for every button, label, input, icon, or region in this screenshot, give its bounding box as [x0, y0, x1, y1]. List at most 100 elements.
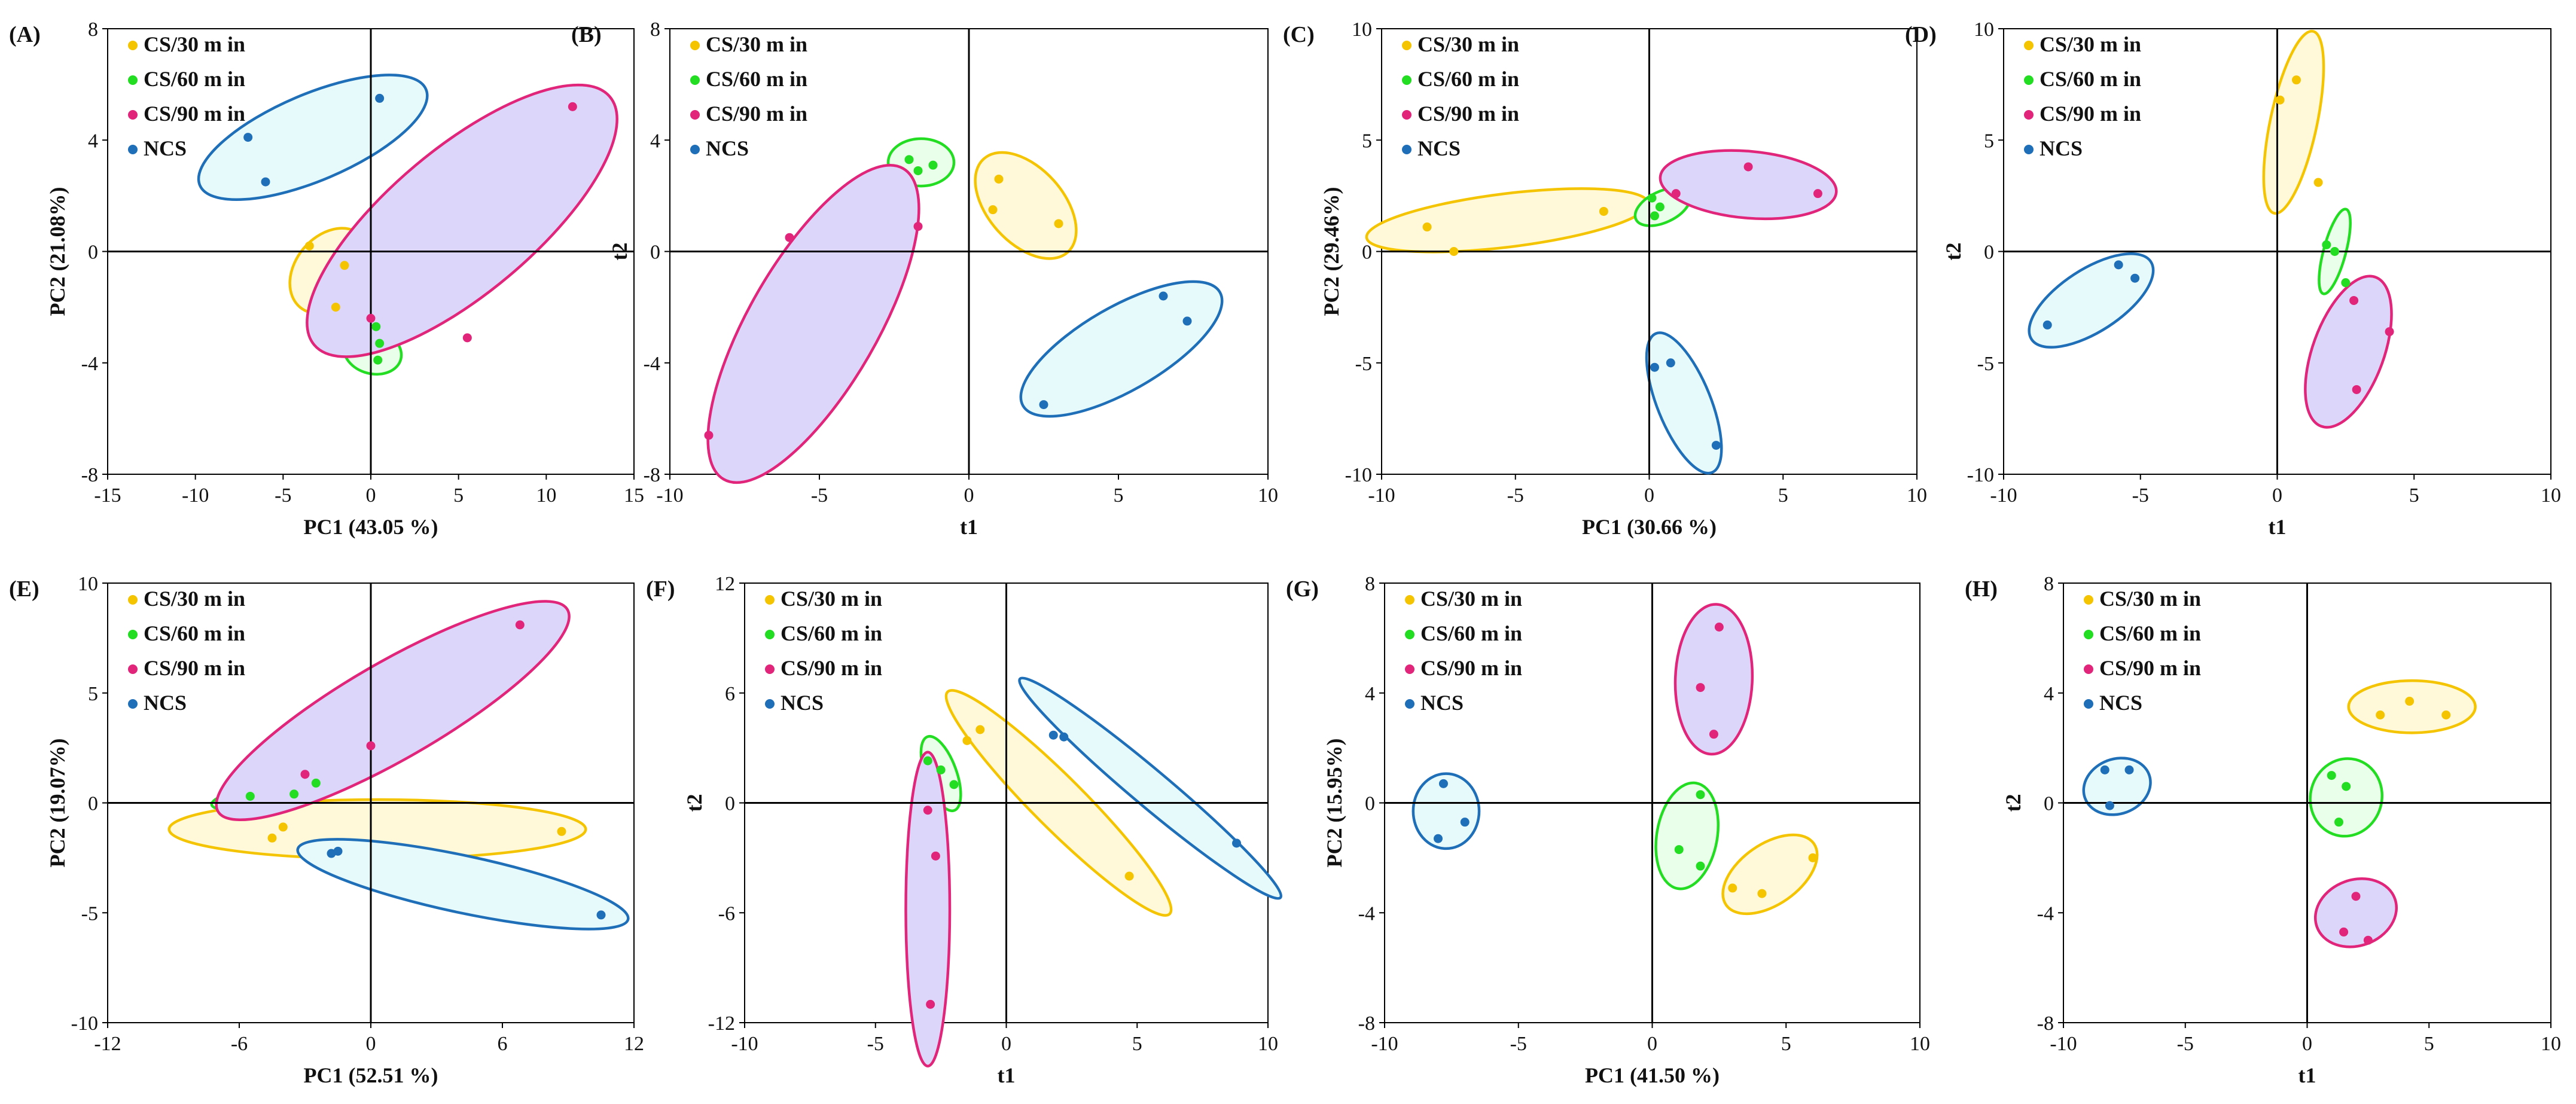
panel-f-point-s4-2 [1059, 732, 1069, 742]
panel-e-legend-label-2: CS/60 m in [144, 621, 245, 645]
panel-h-confidence-ellipse-1 [2347, 679, 2477, 734]
panel-d-legend-marker-3 [2024, 110, 2034, 120]
panel-c-y-tick-label: 0 [1362, 242, 1372, 264]
panel-g-legend-marker-2 [1405, 630, 1414, 639]
panel-a-confidence-ellipse-3 [306, 83, 618, 358]
panel-g-y-tick-label: -4 [1358, 902, 1375, 925]
panel-c-point-s3-1 [1671, 189, 1681, 199]
panel-e-legend-marker-3 [128, 664, 138, 674]
panel-a-x-tick-label: 10 [536, 484, 556, 507]
panel-e-point-s3-2 [366, 741, 376, 751]
panel-c-legend-label-4: NCS [1417, 136, 1461, 160]
panel-c-confidence-ellipse-4 [1645, 331, 1723, 475]
panel-b-legend-marker-2 [690, 75, 700, 85]
panel-c-point-s1-3 [1449, 247, 1459, 256]
panel-c-legend-label-3: CS/90 m in [1417, 102, 1519, 126]
panel-b-legend-marker-3 [690, 110, 700, 120]
panel-b-point-s3-1 [785, 233, 794, 242]
panel-c-x-tick-label: 0 [1644, 484, 1654, 507]
panel-b-point-s1-3 [1054, 219, 1063, 228]
panel-e-legend-marker-1 [128, 595, 138, 605]
panel-e-point-s4-2 [333, 846, 343, 856]
panel-e-x-axis-label: PC1 (52.51 %) [304, 1063, 438, 1087]
panel-g-legend-label-4: NCS [1420, 691, 1464, 715]
panel-d-x-tick-label: 10 [2541, 484, 2561, 507]
panel-a-x-tick-label: -15 [94, 484, 121, 507]
panel-f-legend-marker-4 [765, 699, 775, 709]
panel-f: -10 -5 0 5 10 12 6 0 -6 -12 t1 t2 (F) CS/30 m in CS/60… [646, 573, 1283, 1087]
panel-a-y-tick-label: 8 [88, 19, 98, 41]
panel-b-confidence-ellipse-4 [1019, 280, 1224, 418]
panel-h-confidence-ellipse-4 [2082, 757, 2152, 816]
panel-f-legend-marker-3 [765, 664, 775, 674]
panel-f-point-s1-1 [975, 725, 985, 734]
panel-b-legend-label-4: NCS [706, 136, 749, 160]
panel-a-point-s2-1 [371, 322, 381, 331]
panel-c-point-s4-3 [1711, 441, 1721, 450]
panel-b-point-s2-3 [928, 160, 938, 170]
panel-b-x-tick-label: 5 [1114, 484, 1124, 507]
panel-f-legend-label-1: CS/30 m in [781, 587, 882, 611]
panel-b-point-s2-2 [913, 166, 923, 175]
panel-g-legend-label-1: CS/30 m in [1420, 587, 1522, 611]
panel-b: -10 -5 0 5 10 8 4 0 -4 -8 t1 t2 (B) CS/30 m in CS/60 m… [571, 19, 1278, 539]
panel-e-y-tick-label: 0 [88, 793, 98, 815]
panel-c-y-tick-label: 5 [1362, 130, 1372, 152]
panel-e-x-tick-label: 6 [498, 1033, 508, 1055]
panel-h-point-s2-1 [2327, 771, 2336, 780]
panel-h-legend-marker-3 [2084, 664, 2093, 674]
panel-e-point-s4-3 [596, 910, 606, 920]
panel-c-point-s1-1 [1422, 222, 1432, 232]
panel-d-point-s2-1 [2322, 240, 2331, 249]
panel-f-y-tick-label: -6 [718, 902, 735, 925]
panel-h-point-s4-3 [2105, 801, 2114, 810]
panel-h-x-tick-label: 5 [2424, 1033, 2434, 1055]
panel-f-legend-label-4: NCS [781, 691, 824, 715]
panel-g-point-s2-2 [1674, 845, 1684, 855]
panel-c-x-tick-label: -5 [1507, 484, 1524, 507]
panel-d-point-s1-3 [2313, 178, 2323, 187]
panel-e-y-axis-label: PC2 (19.07%) [45, 739, 69, 868]
panel-f-point-s3-3 [926, 999, 935, 1009]
panel-f-legend-label-2: CS/60 m in [781, 621, 882, 645]
panel-d-point-s1-2 [2292, 75, 2301, 85]
panel-a-point-s2-2 [375, 338, 385, 348]
panel-d-confidence-ellipse-4 [2028, 252, 2155, 349]
panel-b-legend-label-2: CS/60 m in [706, 67, 807, 91]
panel-f-point-s1-2 [962, 736, 972, 745]
panel-d-legend-label-3: CS/90 m in [2040, 102, 2141, 126]
panel-g-x-tick-label: -5 [1510, 1033, 1527, 1055]
panel-a-point-s4-1 [243, 133, 253, 142]
panel-d-x-tick-label: -5 [2132, 484, 2149, 507]
panel-h-y-tick-label: 4 [2044, 683, 2054, 705]
panel-h-y-tick-label: -8 [2037, 1012, 2054, 1035]
panel-b-confidence-ellipse-3 [706, 164, 920, 484]
panel-d-point-s2-3 [2341, 278, 2351, 288]
panel-b-x-tick-label: 0 [964, 484, 974, 507]
panel-b-point-s4-1 [1159, 291, 1168, 301]
panel-a-point-s3-2 [462, 333, 472, 343]
panel-f-legend-label-3: CS/90 m in [781, 656, 882, 680]
panel-e-x-tick-label: -6 [231, 1033, 248, 1055]
panel-b-point-s4-3 [1039, 400, 1048, 410]
panel-a-point-s1-2 [340, 261, 349, 270]
panel-g-point-s2-1 [1696, 790, 1705, 800]
panel-c-y-tick-label: -5 [1355, 353, 1372, 375]
panel-a-y-tick-label: -8 [81, 464, 98, 486]
panel-c-point-s1-2 [1599, 206, 1608, 216]
panel-f-point-s3-1 [923, 806, 932, 815]
panel-d-y-tick-label: -10 [1967, 464, 1994, 486]
panel-d-point-s4-1 [2114, 260, 2123, 270]
panel-c-legend-marker-1 [1402, 41, 1412, 50]
panel-e-point-s3-3 [515, 620, 525, 630]
panel-c-point-s4-2 [1666, 358, 1675, 368]
panel-h-legend-label-1: CS/30 m in [2099, 587, 2201, 611]
panel-a-y-tick-label: 0 [88, 242, 98, 264]
panel-h-letter: (H) [1965, 577, 1998, 602]
panel-c-legend-marker-4 [1402, 145, 1412, 154]
panel-a-y-tick-label: -4 [81, 353, 98, 375]
panel-h-legend-label-3: CS/90 m in [2099, 656, 2201, 680]
panel-f-point-s2-1 [923, 756, 932, 766]
panel-a-letter: (A) [9, 22, 41, 47]
panel-a-legend-marker-4 [128, 145, 138, 154]
